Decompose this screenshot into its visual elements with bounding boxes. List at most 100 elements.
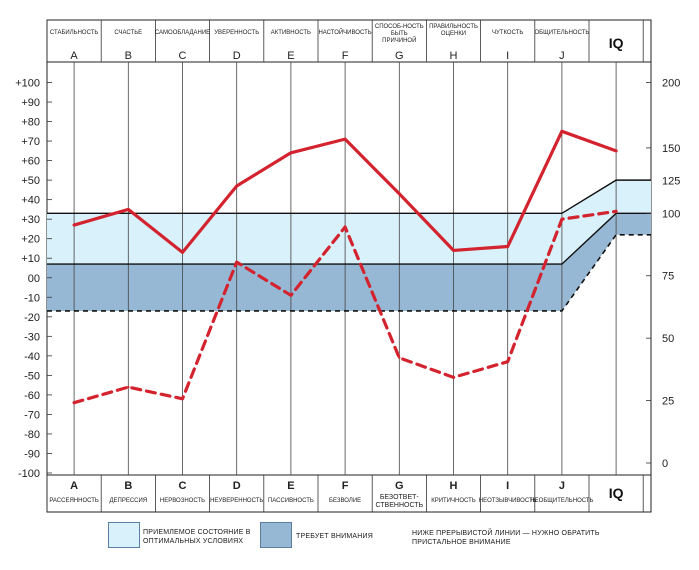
data-point-dashed-j [560,217,564,221]
bottom-letter-d: D [233,480,241,492]
left-axis-label: -40 [24,351,40,363]
bottom-letter-e: E [287,480,294,492]
data-point-solid-g [398,192,401,195]
zone-middle-boundary [47,212,651,265]
data-point-solid-j [560,130,564,133]
top-label-b: СЧАСТЬЕ [114,30,142,36]
data-point-solid-d [235,184,238,188]
top-letter-i: I [506,50,509,62]
data-point-solid-e [289,151,293,154]
bottom-label-e: ПАССИВНОСТЬ [268,498,314,504]
top-iq-label: IQ [609,35,624,51]
top-label-f: НАСТОЙЧИВОСТЬ [318,28,371,36]
left-axis-label: +100 [15,78,40,90]
bottom-label-a: РАССЕЯННОСТЬ [49,498,99,504]
left-axis-label: 00 [28,273,40,285]
bottom-label-j: НЕОБЩИТЕЛЬНОСТЬ [530,498,593,504]
bottom-letter-i: I [506,480,509,492]
dashed-threshold-line [47,233,651,312]
top-letter-a: A [70,50,78,62]
bottom-iq-label: IQ [609,485,624,501]
data-point-solid-f [343,137,347,141]
data-point-dashed-a [72,401,76,404]
legend-swatch-acceptable [108,522,140,548]
data-point-solid-c [181,251,184,254]
top-letter-d: D [233,50,241,62]
data-point-solid-iq [614,149,618,153]
left-axis-label: -10 [24,292,40,304]
right-axis-label: 200 [662,78,680,90]
left-axis-label: -90 [24,448,40,460]
top-label-g: СПОСОБ-НОСТЬ БЫТЬ ПРИЧИНОЙ [375,24,424,44]
bottom-label-f: БЕЗВОЛИЕ [329,498,361,504]
left-axis-label: -100 [18,468,40,480]
top-letter-g: G [395,50,404,62]
data-point-solid-i [506,245,509,248]
data-point-dashed-h [452,376,455,379]
top-label-h: ПРАВИЛЬНОСТЬ ОЦЕНКИ [429,24,478,37]
legend-label-acceptable: ПРИЕМЛЕМОЕ СОСТОЯНИЕ В ОПТИМАЛЬНЫХ УСЛОВ… [143,529,251,545]
top-label-c: САМООБЛАДАНИЕ [155,30,210,36]
bottom-letter-a: A [70,480,78,492]
bottom-label-g: БЕЗОТВЕТ-СТВЕННОСТЬ [375,494,423,509]
data-point-dashed-f [343,225,347,229]
left-axis-label: +70 [21,136,40,148]
left-axis-label: +60 [21,156,40,168]
top-label-a: СТАБИЛЬНОСТЬ [50,30,99,36]
left-axis-label: +50 [21,175,40,187]
left-axis-label: +90 [21,97,40,109]
bottom-letter-g: G [395,480,404,492]
left-axis-label: -20 [24,312,40,324]
data-point-dashed-c [181,397,184,401]
top-letter-c: C [179,50,187,62]
left-axis-label: +40 [21,195,40,207]
data-point-solid-a [72,223,76,227]
legend-note-dashed: НИЖЕ ПРЕРЫВИСТОЙ ЛИНИИ — НУЖНО ОБРАТИТЬ … [412,530,600,546]
bottom-letter-h: H [450,480,458,492]
top-label-i: ЧУТКОСТЬ [492,30,523,36]
data-point-dashed-e [289,294,293,297]
data-point-dashed-g [398,356,401,360]
oca-chart: СТАБИЛЬНОСТЬ СЧАСТЬЕ САМООБЛАДАНИЕ УВЕРЕННО… [15,19,680,513]
left-axis-label: +30 [21,214,40,226]
right-axis-label: 25 [662,396,674,408]
left-axis-label: +20 [21,234,40,246]
bottom-label-h: КРИТИЧНОСТЬ [431,498,476,504]
legend-swatch-attention [260,522,292,548]
right-axis-label: 75 [662,271,674,283]
data-point-dashed-d [235,260,238,264]
top-letter-e: E [287,50,294,62]
zone-upper-boundary [47,179,651,215]
top-label-e: АКТИВНОСТЬ [271,30,311,36]
bottom-letter-b: B [124,480,132,492]
top-label-d: УВЕРЕННОСТЬ [214,30,259,36]
bottom-letter-j: J [559,480,565,492]
right-axis-label: 100 [662,208,680,220]
right-axis-label: 0 [662,458,668,470]
bottom-letter-f: F [342,480,349,492]
legend-label-attention: ТРЕБУЕТ ВНИМАНИЯ [296,533,373,540]
data-point-dashed-iq [614,210,618,213]
right-axis-label: 50 [662,333,674,345]
left-axis-label: -50 [24,370,40,382]
right-axis-label: 150 [662,143,680,155]
bottom-label-d: НЕУВЕРЕННОСТЬ [210,498,263,504]
zone-attention [47,213,651,311]
data-point-dashed-b [127,385,130,389]
bottom-label-c: НЕРВОЗНОСТЬ [160,498,205,504]
right-axis-label: 125 [662,176,680,188]
data-point-solid-h [452,249,455,252]
left-axis-label: -60 [24,390,40,402]
top-letter-j: J [559,50,565,62]
left-axis-label: +80 [21,117,40,129]
data-point-dashed-i [506,360,509,363]
data-point-solid-b [127,208,130,211]
left-axis-label: +10 [21,253,40,265]
left-axis-label: -30 [24,331,40,343]
top-letter-b: B [125,50,132,62]
top-letter-h: H [450,50,458,62]
bottom-letter-c: C [179,480,187,492]
left-axis-label: -70 [24,409,40,421]
top-letter-f: F [342,50,349,62]
zone-acceptable [47,180,651,265]
